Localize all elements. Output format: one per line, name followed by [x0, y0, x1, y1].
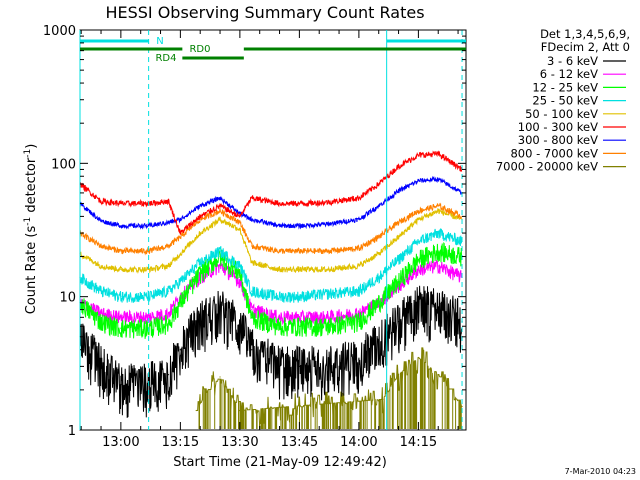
legend-header-line-2: FDecim 2, Att 0: [541, 40, 630, 54]
series-line: [79, 175, 463, 230]
legend: Det 1,3,4,5,6,9, FDecim 2, Att 0 3 - 6 k…: [496, 27, 630, 174]
generation-timestamp: 7-Mar-2010 04:23: [565, 467, 636, 476]
legend-label: 7000 - 20000 keV: [496, 160, 598, 174]
y-label-sup-2: -1: [23, 149, 33, 158]
data-point: [219, 376, 221, 378]
flag-label-rd4: RD4: [155, 53, 176, 64]
x-tick-label: 13:00: [102, 435, 139, 450]
data-point: [251, 290, 253, 292]
legend-label: 3 - 6 keV: [547, 54, 598, 68]
data-point: [251, 349, 253, 351]
y-label-part-1: Count Rate (s: [24, 226, 39, 315]
legend-label: 800 - 7000 keV: [510, 146, 598, 160]
data-point: [251, 308, 253, 311]
legend-label: 300 - 800 keV: [518, 133, 598, 147]
x-tick-label: 13:30: [221, 435, 258, 450]
series-line: [79, 150, 463, 235]
series-line: [79, 285, 463, 418]
x-axis-label: Start Time (21-May-09 12:49:42): [173, 455, 387, 470]
legend-label: 25 - 50 keV: [532, 94, 598, 108]
data-point: [219, 250, 221, 252]
y-label-part-2: detector: [24, 157, 39, 217]
x-tick-label: 13:15: [162, 435, 199, 450]
overlay-layer: N RD0 RD4: [79, 30, 466, 430]
x-tick-label: 14:00: [340, 435, 377, 450]
chart-title: HESSI Observing Summary Count Rates: [105, 3, 424, 22]
flag-label-n: N: [156, 36, 163, 47]
y-tick-label: 1: [68, 424, 76, 439]
series-line: [79, 202, 462, 256]
y-tick-label: 1000: [43, 24, 76, 39]
series-300-800keV: [79, 175, 463, 230]
series-line: [79, 228, 463, 303]
series-25-50keV: [79, 228, 463, 303]
data-point: [120, 268, 122, 271]
x-tick-label: 13:45: [281, 435, 318, 450]
flag-label-rd0: RD0: [189, 44, 210, 55]
legend-label: 6 - 12 keV: [540, 67, 598, 81]
series-12-25keV: [79, 242, 463, 339]
legend-label: 50 - 100 keV: [525, 107, 598, 121]
series-line: [79, 242, 463, 339]
y-label-sup-1: -1: [23, 217, 33, 226]
y-axis-label: Count Rate (s-1 detector-1): [23, 144, 39, 315]
series-line: [79, 207, 463, 274]
series-line: [196, 347, 462, 429]
data-series-layer: [79, 150, 463, 429]
legend-header-line-1: Det 1,3,4,5,6,9,: [540, 27, 630, 41]
data-point: [195, 409, 197, 412]
series-7000-20000keV: [195, 347, 463, 429]
legend-label: 12 - 25 keV: [532, 80, 598, 94]
x-tick-label: 14:15: [400, 435, 437, 450]
y-tick-label: 100: [51, 157, 76, 172]
series-100-300keV: [79, 150, 463, 235]
y-tick-label: 10: [59, 291, 76, 306]
legend-label: 100 - 300 keV: [518, 120, 598, 134]
series-800-7000keV: [79, 202, 463, 256]
axis-ticks: 13:00 13:15 13:30 13:45 14:00 14:15 1 10 100 1000: [43, 24, 466, 450]
y-label-part-3: ): [24, 144, 39, 149]
data-point: [100, 265, 102, 267]
